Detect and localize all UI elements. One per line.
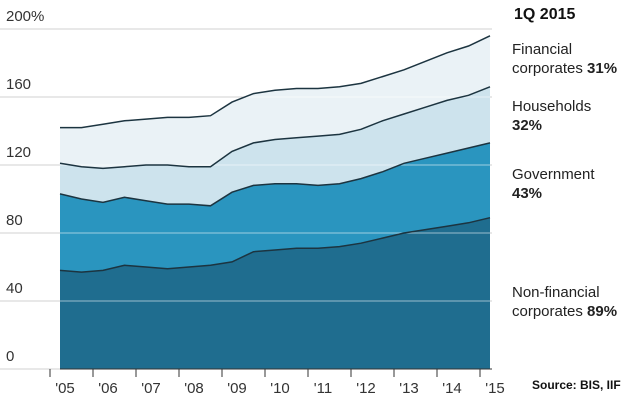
area — [60, 35, 490, 169]
legend-name: Financial corporates — [512, 41, 583, 77]
x-tick-label: '15 — [485, 380, 505, 397]
series-line — [59, 86, 491, 170]
source: Source: BIS, IIF — [532, 378, 621, 392]
share-label: 43% — [512, 185, 543, 202]
series-label: Financial corporates 31% — [512, 40, 634, 78]
series-label: Non-financial corporates 89% — [512, 283, 640, 321]
x-tick-label: '11 — [314, 380, 332, 397]
x-tick-label: '05 — [55, 380, 75, 397]
x-tick-label: '13 — [399, 380, 419, 397]
legend-name: Government — [512, 166, 595, 183]
series-line — [59, 142, 491, 207]
x-tick-label: '10 — [270, 380, 290, 397]
area — [60, 86, 490, 206]
share-label: 31% — [587, 60, 618, 77]
y-tick-label: 0 — [6, 348, 14, 365]
series-label: Households 32% — [512, 97, 640, 135]
legend-name: Non-financial corporates — [512, 284, 600, 320]
series-label: Government 43% — [512, 165, 640, 203]
x-tick-label: '06 — [98, 380, 118, 397]
y-tick-label: 40 — [6, 280, 23, 297]
share-label: 89% — [587, 303, 618, 320]
area — [60, 142, 490, 273]
x-tick-label: '08 — [184, 380, 204, 397]
share-label: 32% — [512, 117, 543, 134]
x-tick-label: '14 — [442, 380, 462, 397]
y-tick-label: 160 — [6, 76, 31, 93]
x-tick-label: '09 — [227, 380, 247, 397]
x-tick-label: '07 — [141, 380, 161, 397]
y-tick-label: 200% — [6, 8, 44, 25]
x-tick-label: '12 — [356, 380, 376, 397]
series-line — [59, 216, 491, 273]
series-line — [60, 35, 491, 129]
area — [60, 217, 490, 369]
y-tick-label: 80 — [6, 212, 23, 229]
chart-title: 1Q 2015 — [514, 6, 576, 23]
legend-name: Households — [512, 98, 592, 115]
y-tick-label: 120 — [6, 144, 31, 161]
